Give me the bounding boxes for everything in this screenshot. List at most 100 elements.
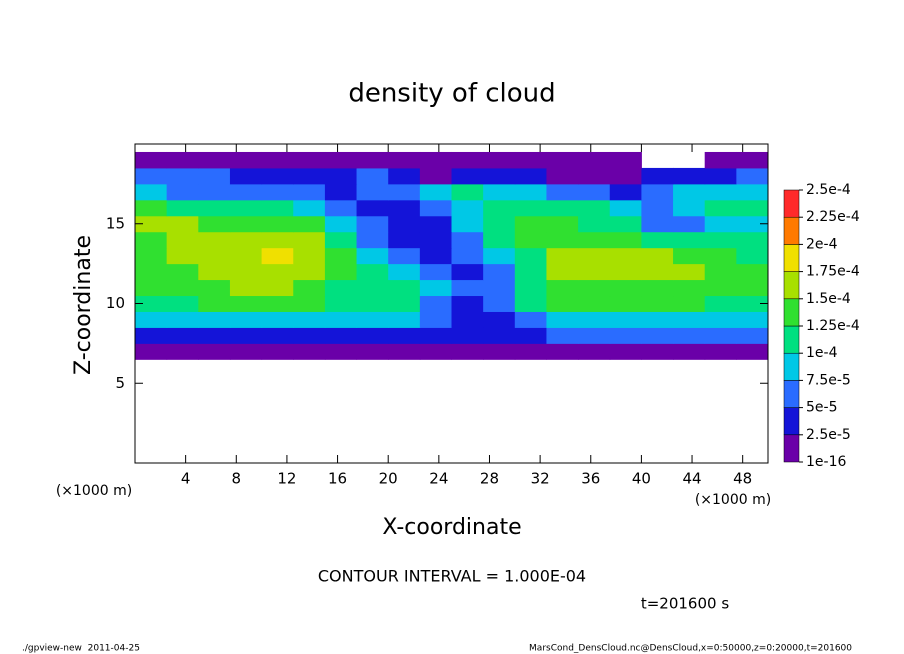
footer-left: ./gpview-new 2011-04-25 <box>22 644 140 654</box>
cell <box>704 199 737 217</box>
cell <box>514 183 547 201</box>
colorbar-box <box>783 244 800 272</box>
cell <box>546 183 579 201</box>
cell <box>229 231 263 249</box>
cell <box>451 215 484 233</box>
cell <box>451 167 484 185</box>
cell <box>451 263 484 281</box>
cell <box>229 167 263 185</box>
cell <box>736 151 769 169</box>
cell <box>419 263 452 281</box>
cell <box>736 311 769 328</box>
cell <box>704 343 737 360</box>
time-label: t=201600 s <box>641 595 729 613</box>
cell <box>166 263 199 281</box>
cell <box>578 215 611 233</box>
cell <box>514 327 547 344</box>
cell <box>483 295 516 312</box>
cell <box>736 295 769 312</box>
cell <box>704 263 737 281</box>
cell <box>704 167 737 185</box>
y-tick-label: 5 <box>115 374 125 392</box>
cell <box>293 295 326 312</box>
cell <box>704 327 737 344</box>
x-tick-label: 48 <box>733 470 752 488</box>
cell <box>356 343 389 360</box>
cell <box>261 247 294 265</box>
cell <box>641 199 674 217</box>
x-axis-unit: (×1000 m) <box>695 492 771 508</box>
cell <box>388 231 421 249</box>
cell <box>609 263 642 281</box>
cell <box>578 311 611 328</box>
x-tick-label: 44 <box>682 470 701 488</box>
cell <box>356 183 389 201</box>
cell <box>166 215 199 233</box>
cell <box>514 215 547 233</box>
cell <box>198 199 231 217</box>
cell <box>135 167 168 185</box>
cell <box>198 247 231 265</box>
cell <box>135 183 168 201</box>
cell <box>704 295 737 312</box>
colorbar-box <box>783 298 800 327</box>
cell <box>135 199 168 217</box>
cell <box>198 167 231 185</box>
cell <box>198 327 231 344</box>
cell <box>546 167 579 185</box>
cell <box>736 263 769 281</box>
cell <box>451 199 484 217</box>
cell <box>388 247 421 265</box>
cell <box>514 311 547 328</box>
cell <box>514 343 547 360</box>
colorbar-box <box>783 189 800 218</box>
cell <box>546 215 579 233</box>
cell <box>641 167 674 185</box>
cell <box>293 199 326 217</box>
cell <box>388 295 421 312</box>
cell <box>609 311 642 328</box>
cell <box>641 295 674 312</box>
x-tick-label: 8 <box>232 470 242 488</box>
cell <box>229 311 263 328</box>
cell <box>483 167 516 185</box>
cell <box>261 279 294 297</box>
cell <box>578 183 611 201</box>
cell <box>229 263 263 281</box>
cell <box>514 199 547 217</box>
cell <box>388 327 421 344</box>
cell <box>578 295 611 312</box>
cell <box>324 295 358 312</box>
cell <box>356 263 389 281</box>
colorbar-label: 5e-5 <box>806 400 837 416</box>
colorbar-box <box>783 407 800 436</box>
x-tick-label: 20 <box>379 470 398 488</box>
cell <box>673 263 706 281</box>
cell <box>135 295 168 312</box>
cell <box>419 199 452 217</box>
cell <box>166 231 199 249</box>
colorbar-label: 1e-16 <box>806 454 846 470</box>
cell <box>451 279 484 297</box>
colorbar-label: 1e-4 <box>806 345 838 361</box>
cell <box>704 247 737 265</box>
cell <box>419 151 452 169</box>
cell <box>388 311 421 328</box>
cell <box>166 247 199 265</box>
cell <box>641 263 674 281</box>
cell <box>673 343 706 360</box>
cell <box>261 263 294 281</box>
cell <box>261 199 294 217</box>
cell <box>483 247 516 265</box>
cell <box>736 343 769 360</box>
cell <box>578 247 611 265</box>
cell <box>609 295 642 312</box>
colorbar-box <box>783 380 800 408</box>
cell <box>356 199 389 217</box>
cell <box>641 279 674 297</box>
x-axis-label: X-coordinate <box>382 515 521 540</box>
cell <box>578 343 611 360</box>
cell <box>229 295 263 312</box>
heatmap <box>135 151 769 360</box>
x-tick-label: 40 <box>632 470 651 488</box>
